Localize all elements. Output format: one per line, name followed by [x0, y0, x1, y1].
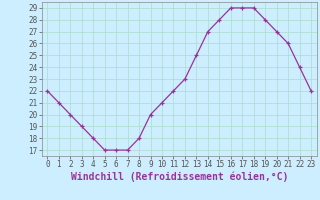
X-axis label: Windchill (Refroidissement éolien,°C): Windchill (Refroidissement éolien,°C) [70, 172, 288, 182]
